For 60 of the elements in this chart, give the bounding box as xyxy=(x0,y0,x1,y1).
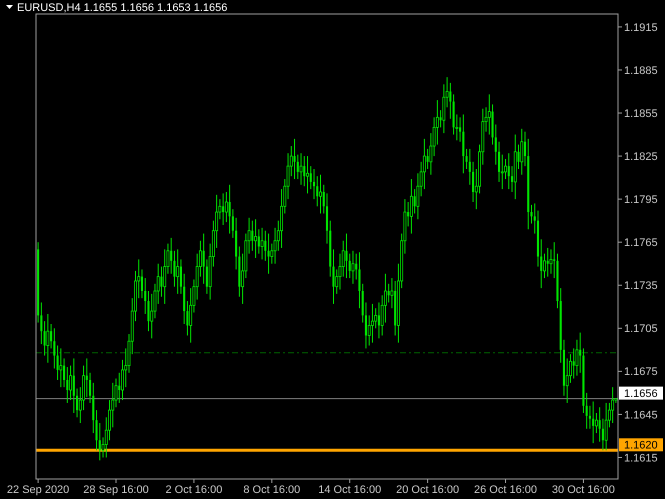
candlestick xyxy=(69,365,72,401)
x-tick-label: 2 Oct 16:00 xyxy=(165,484,222,496)
candlestick xyxy=(160,266,163,298)
candlestick xyxy=(228,184,231,234)
candlestick xyxy=(546,247,549,278)
y-tick-label: 1.1735 xyxy=(624,280,658,292)
y-tick-label: 1.1825 xyxy=(624,150,658,163)
candlestick xyxy=(59,348,62,388)
candlestick xyxy=(602,418,604,451)
candlestick xyxy=(222,192,224,226)
y-tick-label: 1.1705 xyxy=(624,323,658,336)
candlestick xyxy=(508,152,510,190)
candlestick xyxy=(118,372,120,404)
x-tick-label: 28 Sep 16:00 xyxy=(83,484,149,496)
y-tick-label: 1.1885 xyxy=(624,64,658,77)
candlestick xyxy=(370,303,374,344)
y-tick-label: 1.1915 xyxy=(624,22,658,34)
y-tick-label: 1.1795 xyxy=(624,194,658,206)
x-tick-label: 14 Oct 16:00 xyxy=(318,484,382,496)
x-tick-label: 26 Oct 16:00 xyxy=(474,484,538,496)
y-tick-label: 1.1855 xyxy=(624,108,658,120)
y-tick-label: 1.1645 xyxy=(624,409,658,422)
candlestick xyxy=(170,237,172,274)
y-tick-label: 1.1675 xyxy=(624,366,658,378)
candlestick xyxy=(186,300,188,336)
x-tick-label: 8 Oct 16:00 xyxy=(243,484,300,496)
candlestick xyxy=(268,233,270,274)
candlestick xyxy=(592,401,594,444)
candlestick xyxy=(579,332,582,374)
candlestick xyxy=(72,358,75,414)
candlestick xyxy=(611,386,614,424)
candlestick xyxy=(50,324,52,349)
candlestick xyxy=(414,188,416,214)
candlestick xyxy=(388,283,390,303)
x-tick-label: 22 Sep 2020 xyxy=(6,484,70,496)
candlestick xyxy=(260,227,264,260)
candlestick xyxy=(410,178,413,234)
candlestick xyxy=(426,148,429,170)
candlestick xyxy=(604,402,608,451)
y-tick-label: 1.1765 xyxy=(624,237,658,250)
y-tick-label: 1.1615 xyxy=(624,452,658,464)
ref-line-label: 1.1656 xyxy=(624,388,658,400)
x-tick-label: 20 Oct 16:00 xyxy=(396,484,460,496)
candlestick xyxy=(254,218,258,258)
candlestick xyxy=(598,406,601,442)
candlestick xyxy=(46,313,50,364)
candlestick xyxy=(306,156,309,194)
candlestick xyxy=(378,302,380,339)
candlestick xyxy=(66,366,68,404)
ref-line-label: 1.1620 xyxy=(624,440,658,452)
candlestick xyxy=(293,138,296,180)
chart-title: EURUSD,H4 1.1655 1.1656 1.1653 1.1656 xyxy=(17,2,228,14)
candlestick xyxy=(202,233,205,284)
candlestick xyxy=(176,248,180,294)
candlestick xyxy=(319,174,322,214)
candlestick xyxy=(345,233,348,279)
candlestick xyxy=(352,250,354,284)
x-tick-label: 30 Oct 16:00 xyxy=(552,484,615,496)
candlestick xyxy=(206,258,208,294)
candlestick xyxy=(300,152,302,186)
